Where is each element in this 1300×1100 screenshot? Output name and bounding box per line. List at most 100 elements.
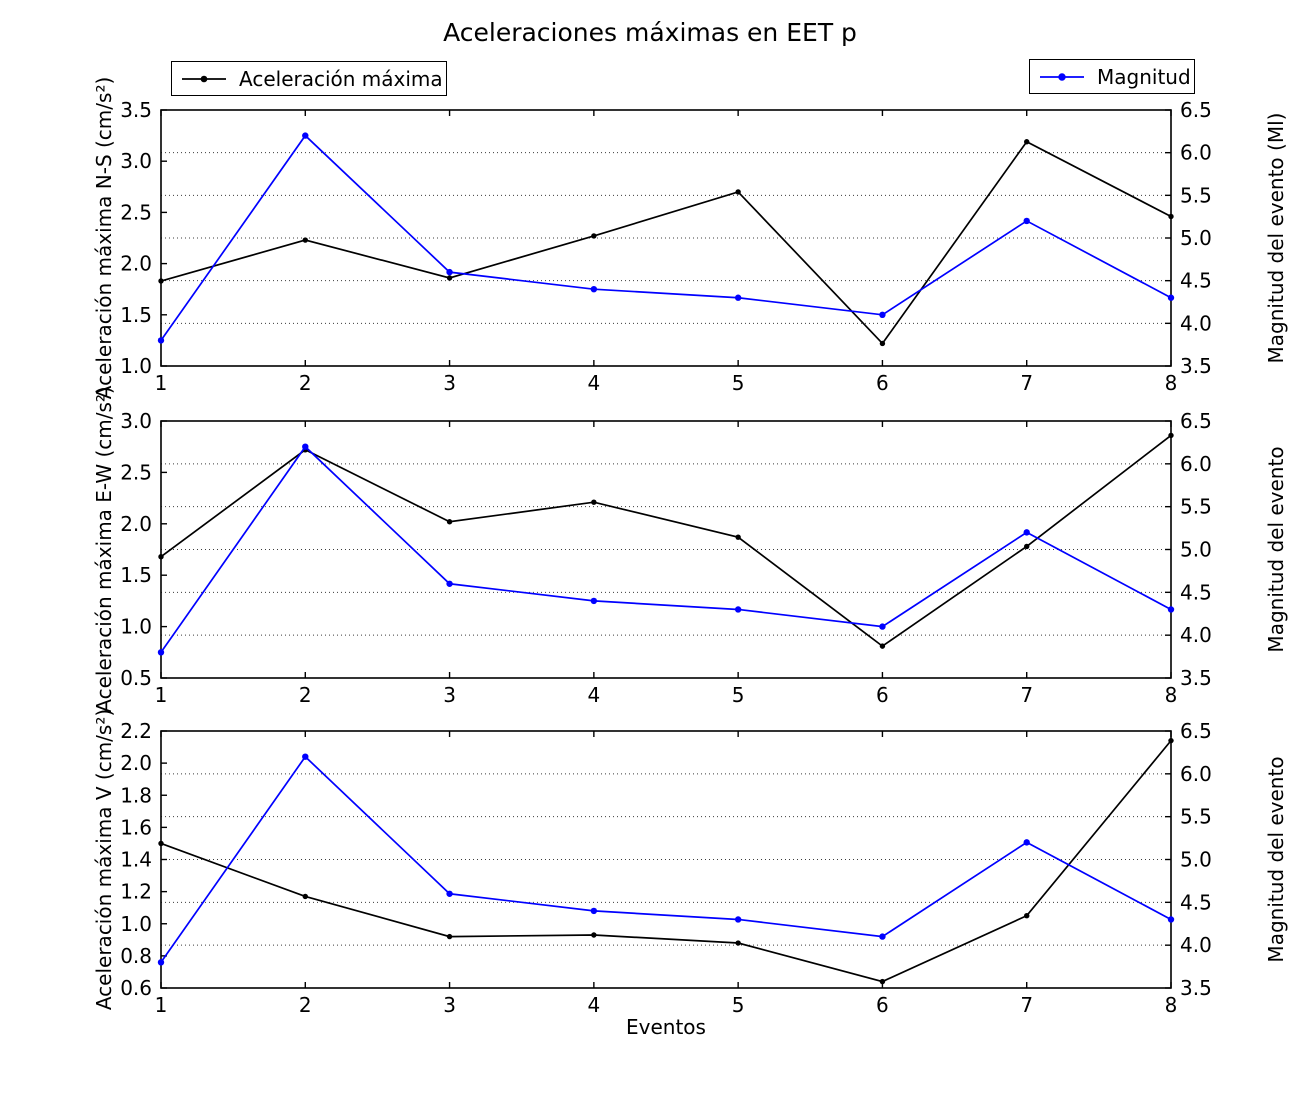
chart-v: 1 2 3 4 5 6 7 8 0.6 0.8 1.0 1.2 1.4 1.6 1.8 2.0 2.2 3.5 4.…: [92, 709, 1288, 1017]
series-marker-aceleracion: [158, 278, 164, 284]
series-line-aceleracion: [160, 434, 1172, 648]
series-marker-aceleracion: [735, 189, 741, 195]
legend-aceleracion: Aceleración máxima: [171, 61, 447, 96]
legend-magnitud-line-icon: [1040, 72, 1084, 81]
series-marker-aceleracion: [446, 519, 453, 525]
x-tick-label: 6: [876, 683, 889, 707]
y-tick-label-left: 1.2: [120, 880, 152, 904]
series-marker-aceleracion: [302, 237, 308, 243]
series-marker-aceleracion: [302, 893, 308, 900]
x-tick-label: 7: [1020, 371, 1033, 395]
series-marker-magnitud: [446, 268, 453, 276]
series-marker-aceleracion: [446, 933, 453, 940]
x-tick-label: 4: [587, 683, 600, 707]
y-tick-label-right: 3.5: [1180, 354, 1212, 378]
series-marker-magnitud: [1167, 916, 1175, 923]
y-axis-label-right: Magnitud del evento: [1264, 756, 1288, 962]
series-marker-magnitud: [302, 753, 309, 760]
y-axis-label-left: Aceleración máxima E-W (cm/s²): [92, 386, 116, 712]
series-marker-aceleracion: [1168, 432, 1174, 439]
x-tick-label: 2: [299, 371, 312, 395]
y-tick-label-left: 3.0: [120, 409, 152, 433]
x-tick-label: 1: [155, 993, 168, 1017]
y-tick-label-right: 5.5: [1180, 183, 1212, 207]
chart-ew: 1 2 3 4 5 6 7 8 0.5 1.0 1.5 2.0 2.5 3.0 3.5 4.0 4.5 5.0 5.…: [92, 386, 1288, 712]
series-marker-aceleracion: [591, 233, 597, 239]
x-tick-label: 6: [876, 993, 889, 1017]
x-tick-label: 2: [299, 993, 312, 1017]
series-line-aceleracion: [160, 140, 1172, 345]
series-marker-aceleracion: [735, 940, 741, 946]
x-tick-label: 3: [443, 993, 456, 1017]
y-tick-label-left: 2.0: [120, 512, 152, 536]
series-marker-magnitud: [446, 890, 453, 897]
series-line-magnitud: [160, 445, 1172, 653]
y-tick-label-left: 0.5: [120, 666, 152, 690]
series-marker-aceleracion: [158, 553, 164, 560]
x-tick-label: 1: [155, 683, 168, 707]
series-marker-magnitud: [302, 132, 309, 139]
legend-aceleracion-line-icon: [182, 75, 226, 82]
y-tick-label-right: 5.0: [1180, 848, 1212, 872]
series-marker-aceleracion: [879, 643, 886, 649]
series-marker-aceleracion: [446, 275, 453, 281]
series-marker-magnitud: [1023, 529, 1030, 536]
y-tick-label-right: 5.0: [1180, 538, 1212, 562]
y-tick-label-left: 3.5: [120, 98, 152, 122]
y-tick-label-right: 6.5: [1180, 98, 1212, 122]
series-marker-aceleracion: [1024, 913, 1030, 919]
x-tick-label: 3: [443, 371, 456, 395]
y-tick-label-right: 4.0: [1180, 623, 1212, 647]
x-tick-label: 5: [732, 371, 745, 395]
y-tick-label-right: 5.5: [1180, 495, 1212, 519]
y-tick-label-right: 6.0: [1180, 452, 1212, 476]
legend-magnitud: Magnitud: [1029, 59, 1195, 94]
series-marker-aceleracion: [1168, 737, 1174, 744]
series-marker-magnitud: [157, 959, 165, 966]
y-tick-label-left: 1.0: [120, 912, 152, 936]
y-axis-label-right: Magnitud del evento: [1264, 446, 1288, 652]
x-tick-label: 5: [732, 993, 745, 1017]
series-marker-magnitud: [157, 337, 165, 344]
y-tick-label-left: 0.8: [120, 944, 152, 968]
x-tick-label: 2: [299, 683, 312, 707]
series-marker-aceleracion: [1024, 543, 1030, 550]
x-tick-label: 8: [1165, 683, 1178, 707]
x-tick-label: 4: [587, 993, 600, 1017]
y-axis-label-left: Aceleración máxima N-S (cm/s²): [92, 77, 116, 400]
series-marker-magnitud: [734, 606, 742, 613]
y-tick-label-right: 4.0: [1180, 933, 1212, 957]
x-tick-label: 7: [1020, 683, 1033, 707]
series-marker-magnitud: [590, 286, 598, 293]
x-tick-label: 4: [587, 371, 600, 395]
y-tick-label-right: 6.5: [1180, 409, 1212, 433]
y-tick-label-left: 2.0: [120, 751, 152, 775]
y-tick-label-left: 1.4: [120, 848, 152, 872]
series-line-magnitud: [160, 755, 1172, 963]
y-tick-label-right: 6.0: [1180, 762, 1212, 786]
series-marker-magnitud: [879, 623, 886, 630]
y-tick-label-right: 4.5: [1180, 890, 1212, 914]
x-tick-label: 7: [1020, 993, 1033, 1017]
series-marker-magnitud: [734, 294, 742, 301]
series-marker-magnitud: [734, 916, 742, 923]
y-tick-label-right: 6.0: [1180, 141, 1212, 165]
y-tick-label-left: 3.0: [120, 149, 152, 173]
series-marker-magnitud: [1167, 606, 1175, 613]
y-tick-label-left: 1.6: [120, 815, 152, 839]
y-tick-label-left: 2.5: [120, 460, 152, 484]
figure-title: Aceleraciones máximas en EET p: [443, 18, 857, 47]
x-tick-label: 8: [1165, 371, 1178, 395]
y-tick-label-right: 4.5: [1180, 269, 1212, 293]
chart-ns: 1 2 3 4 5 6 7 8 1.0 1.5 2.0 2.5 3.0 3.5 3.5 4.0 4.5 5.0 5.…: [92, 77, 1288, 400]
legend-marker-icon: [200, 75, 208, 82]
series-marker-aceleracion: [591, 499, 597, 505]
y-tick-label-left: 0.6: [120, 976, 152, 1000]
y-tick-label-right: 5.5: [1180, 805, 1212, 829]
series-line-aceleracion: [160, 740, 1172, 983]
y-tick-label-right: 3.5: [1180, 666, 1212, 690]
y-tick-label-right: 6.5: [1180, 719, 1212, 743]
y-tick-label-left: 1.5: [120, 303, 152, 327]
